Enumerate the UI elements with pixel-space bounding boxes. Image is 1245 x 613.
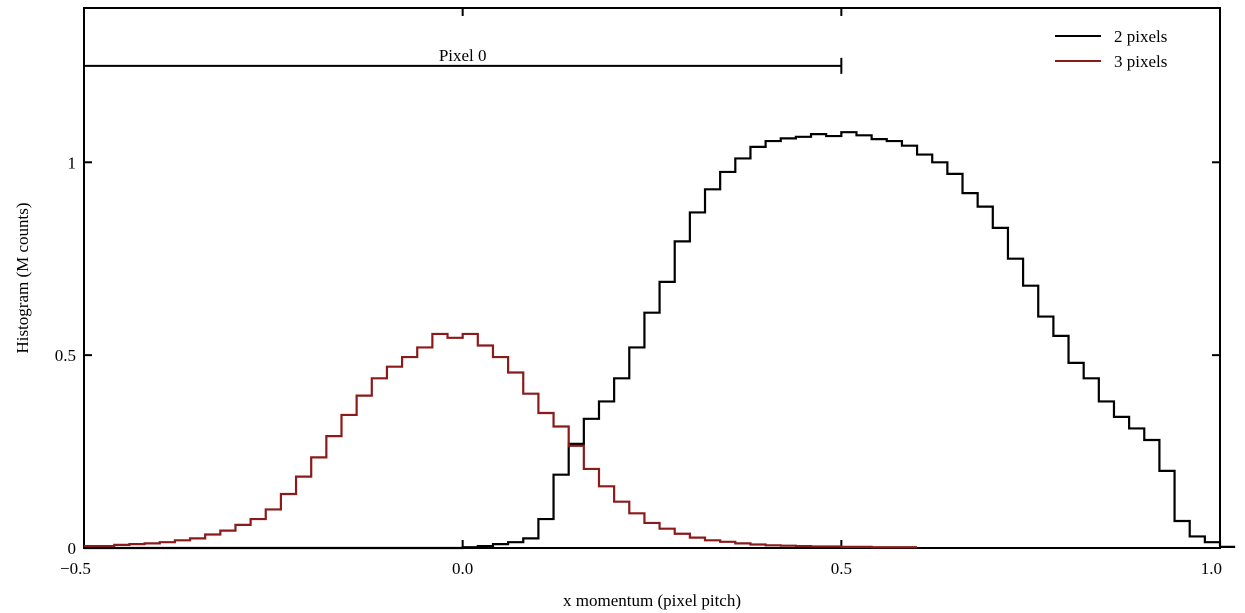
y-axis-ticks: 00.51 [55, 153, 1220, 558]
x-tick-label: 0.5 [831, 559, 852, 578]
y-tick-label: 1 [68, 153, 77, 172]
y-tick-label: 0.5 [55, 346, 76, 365]
series-line-2-pixels [84, 131, 1236, 550]
plot-area-frame [83, 7, 1221, 549]
y-axis-label: Histogram (M counts) [13, 202, 32, 353]
x-axis-label: x momentum (pixel pitch) [563, 591, 741, 610]
legend: 2 pixels 3 pixels [1055, 27, 1167, 71]
x-tick-label: 1.0 [1201, 559, 1222, 578]
series-line-3-pixels [84, 332, 918, 549]
series-layer [84, 131, 1236, 550]
annotation-label: Pixel 0 [439, 46, 487, 65]
annotation-layer: Pixel 0 [83, 46, 843, 74]
x-tick-label: −0.5 [60, 559, 91, 578]
legend-label-3-pixels: 3 pixels [1114, 52, 1167, 71]
x-axis-ticks: −0.5 0.0 0.5 1.0 [60, 8, 1222, 578]
x-tick-label: 0.0 [452, 559, 473, 578]
y-tick-label: 0 [68, 539, 77, 558]
legend-label-2-pixels: 2 pixels [1114, 27, 1167, 46]
